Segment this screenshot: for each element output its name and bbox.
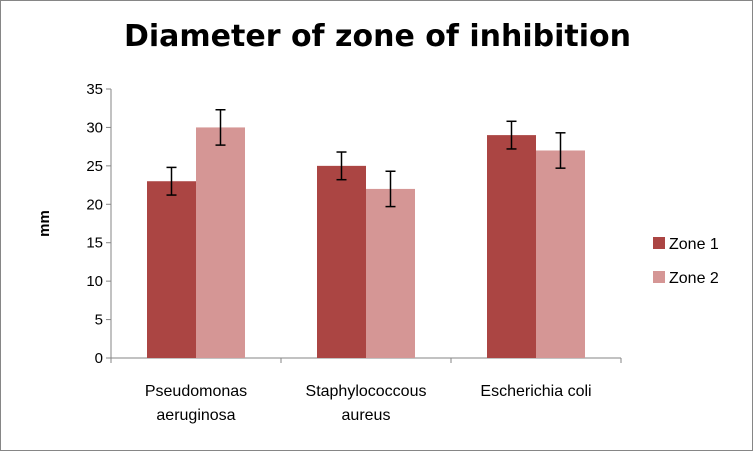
y-tick-label: 35 xyxy=(86,81,103,98)
y-axis-title: mm xyxy=(36,210,53,237)
y-tick-label: 25 xyxy=(86,158,103,175)
x-category-label: Pseudomonas xyxy=(145,383,247,400)
y-tick-label: 30 xyxy=(86,119,103,136)
bar xyxy=(196,127,245,358)
bar xyxy=(147,181,196,358)
y-tick-label: 0 xyxy=(95,350,103,367)
bar xyxy=(536,150,585,358)
legend-swatch xyxy=(653,237,665,249)
bar xyxy=(487,135,536,358)
bar xyxy=(317,165,366,358)
legend-swatch xyxy=(653,271,665,283)
x-category-label: Escherichia coli xyxy=(480,383,591,400)
y-tick-label: 10 xyxy=(86,273,103,290)
x-category-label: aeruginosa xyxy=(156,407,235,424)
x-category-label: Staphylococcous xyxy=(306,383,427,400)
bar xyxy=(366,188,415,358)
legend-label: Zone 2 xyxy=(669,270,719,287)
x-category-label: aureus xyxy=(342,407,391,424)
chart-title: Diameter of zone of inhibition xyxy=(123,19,632,54)
legend-label: Zone 1 xyxy=(669,236,719,253)
y-tick-label: 5 xyxy=(95,312,103,329)
y-tick-label: 15 xyxy=(86,235,103,252)
y-tick-label: 20 xyxy=(86,196,103,213)
